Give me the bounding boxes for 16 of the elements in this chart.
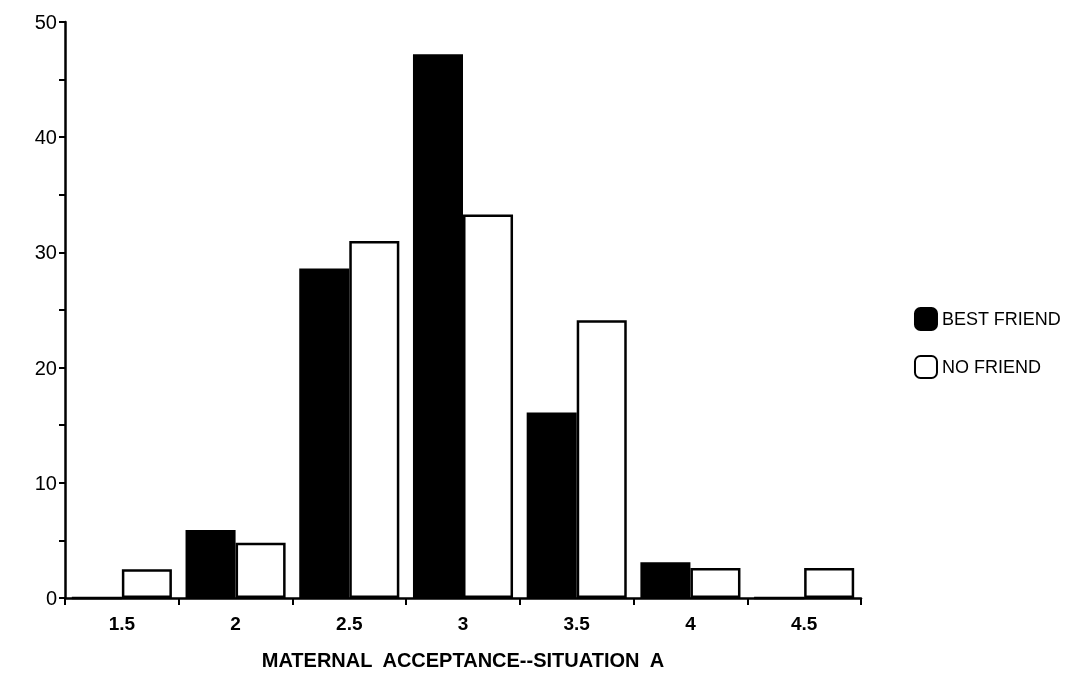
y-tick-label: 0 [45,587,57,609]
y-tick-label: 50 [34,11,57,33]
y-tick-label: 30 [34,241,57,264]
y-tick-label: 40 [34,126,57,149]
x-tick-label: 3 [457,613,469,634]
legend-label: BEST FRIEND [941,309,1061,329]
y-tick-label: 10 [34,471,57,494]
x-tick-label: 1.5 [108,613,136,634]
legend-label: NO FRIEND [941,357,1041,377]
x-tick-label: 4.5 [790,613,818,634]
x-axis-title: MATERNAL ACCEPTANCE--SITUATION A [261,649,665,671]
x-tick-label: 3.5 [563,613,591,634]
y-tick-label: 20 [34,356,57,379]
x-tick-label: 2.5 [336,613,363,634]
x-tick-label: 2 [230,613,241,634]
x-tick-label: 4 [685,613,697,634]
